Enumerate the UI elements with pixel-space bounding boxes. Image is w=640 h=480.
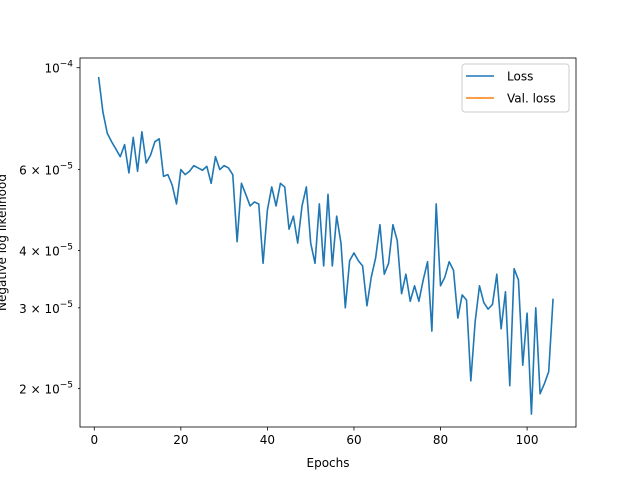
y-tick-label: 4 × 10−5 (19, 242, 73, 258)
x-tick-label: 100 (516, 433, 539, 447)
x-axis-label: Epochs (307, 456, 350, 470)
legend-label: Loss (507, 70, 533, 84)
x-tick-label: 60 (346, 433, 361, 447)
y-axis-label: Negative log likelihood (0, 174, 9, 311)
y-tick-label: 2 × 10−5 (19, 381, 73, 397)
y-axis-ticks: 2 × 10−5 3 × 10−5 4 × 10−5 6 × 10−5 10−4 (19, 60, 80, 397)
series-line-loss (97, 76, 554, 415)
x-tick-label: 80 (433, 433, 448, 447)
y-tick-label: 3 × 10−5 (19, 300, 73, 316)
y-tick-label: 10−4 (44, 60, 73, 76)
y-tick-label: 6 × 10−5 (19, 162, 73, 178)
legend-label: Val. loss (507, 92, 556, 106)
x-tick-label: 40 (260, 433, 275, 447)
x-tick-label: 0 (90, 433, 98, 447)
x-tick-label: 20 (173, 433, 188, 447)
x-axis-ticks: 0 20 40 60 80 100 (90, 427, 539, 447)
plot-frame (79, 57, 577, 428)
legend: Loss Val. loss (461, 63, 570, 113)
series-layer (97, 76, 554, 415)
